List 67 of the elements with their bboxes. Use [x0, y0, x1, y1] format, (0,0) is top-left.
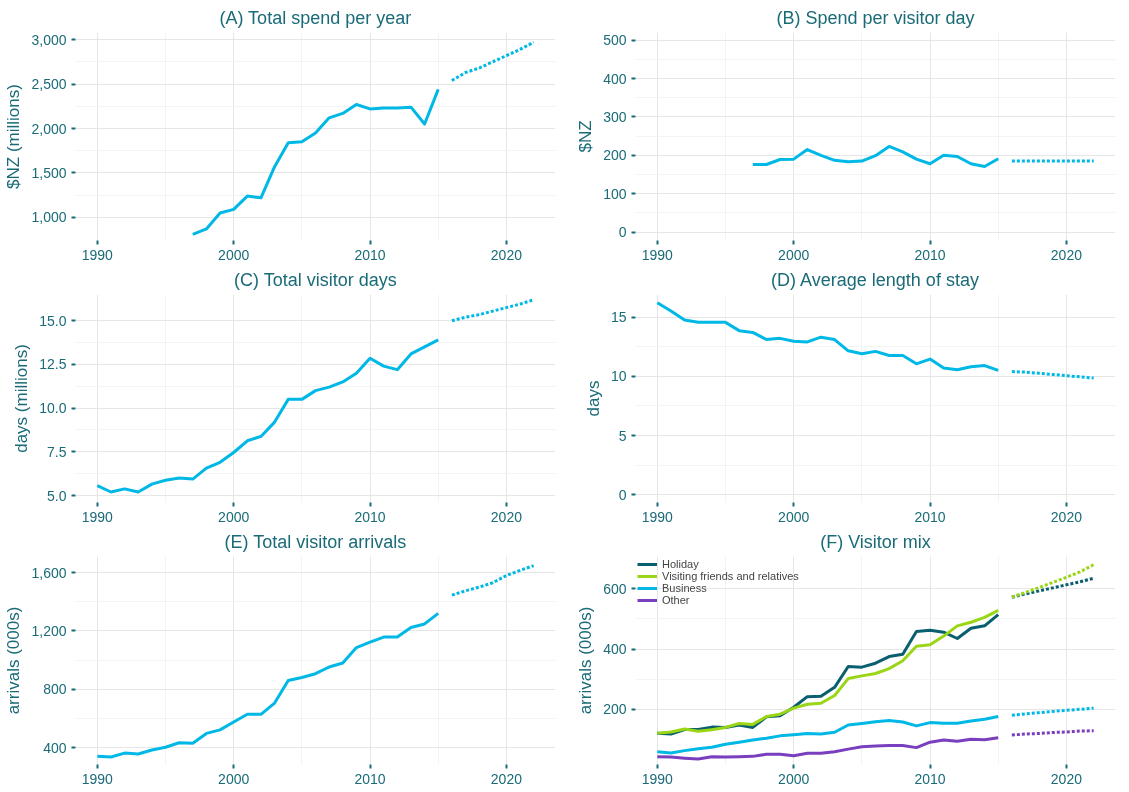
chart-title: (A) Total spend per year	[219, 7, 412, 28]
x-tick-label: 2010	[354, 246, 386, 263]
y-axis-title: arrivals (000s)	[576, 606, 596, 715]
y-tick-label: 400	[603, 641, 627, 658]
y-axis-title: $NZ (millions)	[4, 84, 24, 189]
y-tick-label: 15	[610, 309, 627, 326]
x-tick-label: 2020	[1050, 508, 1083, 525]
y-tick-label: 1,200	[31, 622, 67, 639]
y-tick-label: 200	[603, 147, 627, 164]
chart-title: (B) Spend per visitor day	[776, 7, 975, 28]
x-tick-label: 2000	[218, 508, 250, 525]
y-tick-label: 500	[603, 32, 627, 49]
y-axis-title: arrivals (000s)	[4, 606, 24, 715]
y-tick-label: 7.5	[47, 443, 67, 460]
y-tick-label: 200	[603, 701, 627, 718]
x-tick-label: 1990	[641, 246, 674, 263]
legend-label: Business	[662, 582, 707, 594]
y-tick-label: 100	[603, 185, 627, 202]
chart-title: (F) Visitor mix	[820, 531, 931, 552]
legend-label: Visiting friends and relatives	[662, 570, 799, 582]
x-tick-label: 2000	[218, 246, 250, 263]
chart-title: (D) Average length of stay	[771, 269, 979, 290]
x-tick-label: 2000	[778, 246, 810, 263]
x-tick-label: 2020	[490, 246, 523, 263]
x-tick-label: 2000	[218, 770, 250, 787]
y-tick-label: 10.0	[39, 400, 67, 417]
x-tick-label: 1990	[81, 770, 114, 787]
y-axis-title: days	[583, 380, 603, 417]
x-tick-label: 2010	[914, 508, 946, 525]
y-tick-label: 400	[603, 70, 627, 87]
y-tick-label: 0	[618, 486, 627, 503]
y-tick-label: 2,000	[31, 120, 67, 137]
y-tick-label: 400	[43, 739, 67, 756]
chart-title: (C) Total visitor days	[233, 269, 397, 290]
y-tick-label: 15.0	[39, 312, 67, 329]
y-tick-label: 0	[618, 224, 627, 241]
y-tick-label: 12.5	[39, 356, 67, 373]
x-tick-label: 2020	[1050, 770, 1083, 787]
y-tick-label: 300	[603, 108, 627, 125]
y-tick-label: 1,000	[31, 209, 67, 226]
y-tick-label: 3,000	[31, 31, 67, 48]
x-tick-label: 1990	[81, 246, 114, 263]
x-tick-label: 1990	[641, 770, 674, 787]
x-tick-label: 2020	[490, 770, 523, 787]
y-tick-label: 2,500	[31, 76, 67, 93]
y-tick-label: 5.0	[47, 487, 67, 504]
y-axis-title: $NZ	[576, 120, 596, 153]
y-tick-label: 5	[618, 427, 627, 444]
x-tick-label: 2000	[778, 770, 810, 787]
y-tick-label: 1,500	[31, 164, 67, 181]
y-tick-label: 1,600	[31, 564, 67, 581]
y-axis-title: days (millions)	[12, 344, 32, 453]
x-tick-label: 1990	[81, 508, 114, 525]
x-tick-label: 2010	[914, 770, 946, 787]
legend-label: Other	[662, 594, 690, 606]
x-tick-label: 1990	[641, 508, 674, 525]
x-tick-label: 2020	[1050, 246, 1083, 263]
y-tick-label: 600	[603, 580, 627, 597]
x-tick-label: 2010	[354, 770, 386, 787]
y-tick-label: 10	[610, 368, 627, 385]
x-tick-label: 2010	[914, 246, 946, 263]
chart-title: (E) Total visitor arrivals	[224, 531, 407, 552]
x-tick-label: 2000	[778, 508, 810, 525]
x-tick-label: 2020	[490, 508, 523, 525]
legend-label: Holiday	[662, 558, 699, 570]
x-tick-label: 2010	[354, 508, 386, 525]
y-tick-label: 800	[43, 681, 67, 698]
